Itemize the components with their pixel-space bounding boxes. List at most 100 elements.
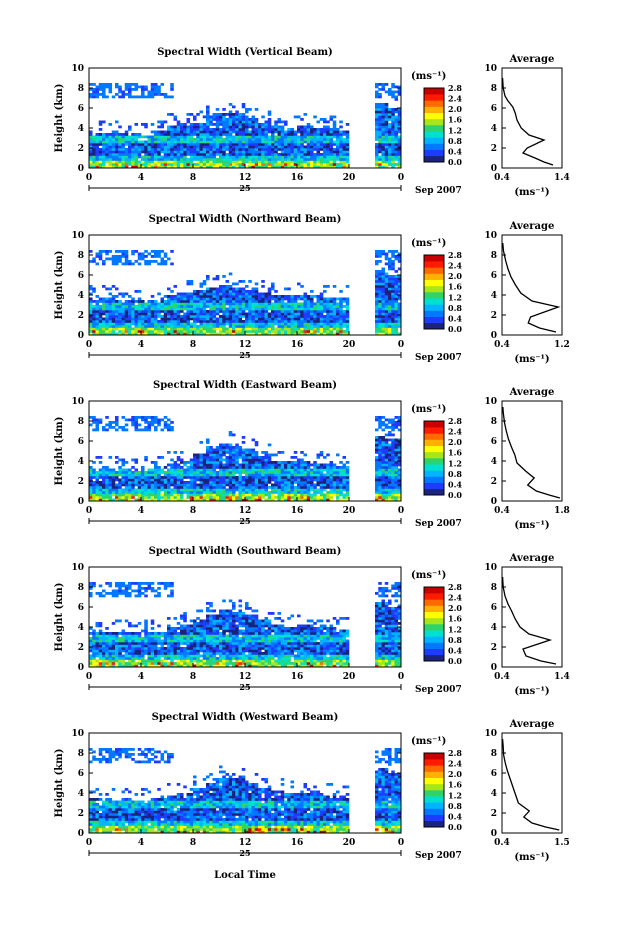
heatmap-cell: [111, 297, 116, 301]
heatmap-cell: [388, 327, 392, 331]
heatmap-cell: [342, 476, 347, 479]
heatmap-cell: [222, 471, 226, 474]
heatmap-cell: [199, 317, 204, 321]
heatmap-cell: [235, 305, 239, 308]
heatmap-cell: [196, 145, 200, 149]
heatmap-cell: [209, 478, 213, 482]
heatmap-cell: [326, 322, 330, 326]
heatmap-cell: [202, 453, 207, 457]
heatmap-cell: [222, 315, 226, 318]
heatmap-cell: [137, 310, 142, 313]
heatmap-cell: [332, 317, 337, 321]
heatmap-cell: [128, 158, 132, 161]
heatmap-cell: [310, 140, 314, 144]
heatmap-cell: [306, 317, 311, 321]
heatmap-cell: [111, 160, 116, 164]
heatmap-cell: [375, 443, 379, 447]
heatmap-cell: [167, 145, 171, 149]
heatmap-cell: [225, 307, 230, 311]
heatmap-cell: [274, 481, 278, 484]
heatmap-cell: [261, 150, 265, 154]
heatmap-cell: [154, 150, 158, 154]
heatmap-cell: [92, 428, 96, 432]
heatmap-cell: [323, 163, 327, 166]
heatmap-cell: [238, 118, 243, 121]
heatmap-cell: [154, 307, 158, 311]
heatmap-cell: [293, 315, 298, 318]
heatmap-cell: [345, 305, 350, 308]
heatmap-cell: [316, 317, 321, 321]
heatmap-cell: [102, 135, 106, 139]
heatmap-cell: [313, 473, 317, 477]
heatmap-cell: [258, 135, 262, 139]
heatmap-cell: [124, 292, 129, 296]
heatmap-cell: [284, 158, 288, 161]
heatmap-cell: [193, 153, 197, 156]
heatmap-cell: [313, 155, 317, 159]
heatmap-cell: [105, 320, 109, 323]
colorbar-tick-label: 0.0: [448, 324, 462, 334]
heatmap-cell: [280, 140, 285, 144]
heatmap-cell: [306, 330, 311, 333]
heatmap-cell: [248, 473, 252, 477]
heatmap-cell: [199, 130, 204, 134]
heatmap-cell: [209, 451, 213, 454]
heatmap-cell: [316, 320, 321, 323]
heatmap-cell: [121, 143, 126, 146]
heatmap-cell: [258, 493, 262, 497]
heatmap-cell: [235, 160, 239, 164]
heatmap-cell: [215, 312, 220, 316]
heatmap-cell: [105, 423, 109, 427]
heatmap-cell: [228, 138, 233, 141]
heatmap-cell: [384, 322, 389, 326]
heatmap-cell: [105, 428, 109, 432]
heatmap-cell: [209, 310, 213, 313]
heatmap-cell: [287, 320, 291, 323]
heatmap-cell: [345, 138, 350, 141]
heatmap-cell: [131, 330, 135, 333]
heatmap-cell: [258, 496, 262, 499]
heatmap-cell: [222, 498, 226, 502]
heatmap-cell: [258, 330, 262, 333]
heatmap-cell: [212, 295, 217, 298]
heatmap-cell: [316, 120, 321, 124]
heatmap-cell: [297, 332, 301, 336]
heatmap-cell: [219, 148, 223, 151]
heatmap-cell: [332, 320, 337, 323]
heatmap-cell: [375, 463, 379, 467]
heatmap-cell: [375, 110, 379, 114]
heatmap-cell: [241, 330, 246, 333]
heatmap-cell: [319, 138, 324, 141]
heatmap-cell: [193, 310, 197, 313]
heatmap-cell: [193, 317, 197, 321]
heatmap-cell: [134, 250, 139, 253]
heatmap-cell: [397, 287, 402, 291]
heatmap-cell: [215, 448, 220, 452]
heatmap-cell: [277, 332, 282, 336]
heatmap-cell: [131, 305, 135, 308]
heatmap-cell: [170, 466, 174, 469]
heatmap-cell: [316, 330, 321, 333]
heatmap-cell: [215, 493, 220, 497]
heatmap-cell: [251, 481, 256, 484]
heatmap-cell: [95, 317, 100, 321]
heatmap-cell: [105, 325, 109, 328]
heatmap-cell: [157, 292, 161, 296]
heatmap-cell: [342, 297, 347, 301]
heatmap-cell: [238, 305, 243, 308]
heatmap-cell: [306, 476, 311, 479]
heatmap-cell: [323, 456, 327, 459]
heatmap-cell: [131, 493, 135, 497]
heatmap-cell: [98, 252, 103, 256]
heatmap-cell: [345, 145, 350, 149]
heatmap-cell: [147, 426, 152, 429]
heatmap-cell: [137, 155, 142, 159]
heatmap-cell: [274, 463, 278, 467]
heatmap-cell: [173, 285, 178, 288]
heatmap-cell: [258, 295, 262, 298]
heatmap-cell: [102, 250, 106, 253]
heatmap-cell: [154, 426, 158, 429]
heatmap-cell: [154, 255, 158, 258]
heatmap-cell: [144, 165, 148, 169]
heatmap-cell: [293, 496, 298, 499]
